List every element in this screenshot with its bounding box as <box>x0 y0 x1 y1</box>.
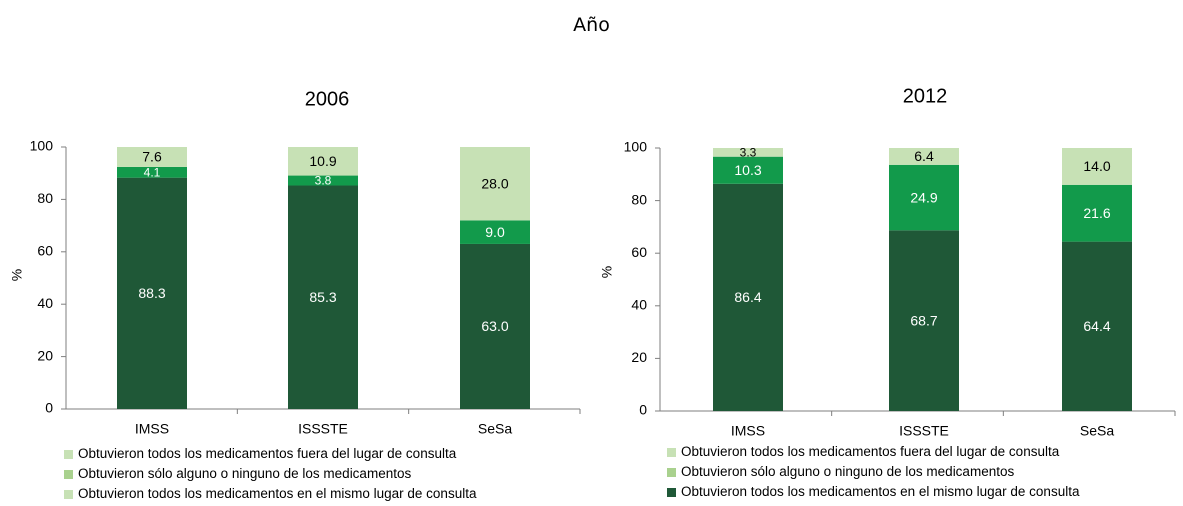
y-tick-label: 40 <box>37 295 53 311</box>
data-label-fuera: 7.6 <box>142 149 162 165</box>
data-label-mismo: 88.3 <box>138 285 165 301</box>
bar-segment-fuera <box>713 148 783 157</box>
legend-item-alguno: Obtuvieron sólo alguno o ninguno de los … <box>667 462 1079 482</box>
x-tick-label: IMSS <box>731 423 765 439</box>
chart-title: 2006 <box>305 88 350 110</box>
legend-label-alguno: Obtuvieron sólo alguno o ninguno de los … <box>78 466 412 481</box>
data-label-fuera: 28.0 <box>481 175 508 191</box>
legend-item-alguno: Obtuvieron sólo alguno o ninguno de los … <box>64 464 476 484</box>
data-label-alguno: 4.1 <box>144 165 161 179</box>
y-tick-label: 40 <box>631 297 647 313</box>
legend-swatch-alguno <box>64 469 73 479</box>
data-label-fuera: 3.3 <box>740 146 757 160</box>
legend-swatch-alguno <box>667 467 676 477</box>
chart-svg-2012: 2012% 0 20 40 60 80 100 86.4 10.3 3.3 IMSS 68.7 24.9… <box>599 85 1176 439</box>
chart-panel-2006: 2006% 0 20 40 60 80 100 88.3 4.1 7.6 IMSS 85.3 3.8 10… <box>0 0 590 506</box>
x-tick-label: ISSSTE <box>899 423 949 439</box>
legend-swatch-mismo <box>667 487 676 497</box>
x-tick-label: IMSS <box>135 421 169 437</box>
y-tick-label: 20 <box>37 347 53 363</box>
bar-segment-alguno <box>713 156 783 184</box>
bar-segment-mismo <box>713 183 783 411</box>
y-tick-label: 0 <box>639 402 647 418</box>
bar-segment-fuera <box>460 147 530 221</box>
legend-label-alguno: Obtuvieron sólo alguno o ninguno de los … <box>681 464 1015 479</box>
data-label-fuera: 6.4 <box>914 148 934 164</box>
legend-label-mismo: Obtuvieron todos los medicamentos en el … <box>681 484 1080 499</box>
legend-label-mismo: Obtuvieron todos los medicamentos en el … <box>78 486 477 501</box>
y-axis-label: % <box>9 269 25 281</box>
data-label-fuera: 10.9 <box>309 153 336 169</box>
bar-segment-alguno <box>460 220 530 244</box>
bar-segment-alguno <box>1062 184 1132 242</box>
bar-segment-alguno <box>117 166 187 178</box>
legend-swatch-fuera <box>64 449 73 459</box>
y-tick-label: 60 <box>631 244 647 260</box>
legend-2006: Obtuvieron todos los medicamentos fuera … <box>64 444 476 504</box>
x-tick-label: ISSSTE <box>298 421 348 437</box>
bar-segment-alguno <box>889 164 959 231</box>
legend-label-fuera: Obtuvieron todos los medicamentos fuera … <box>681 444 1060 459</box>
legend-label-fuera: Obtuvieron todos los medicamentos fuera … <box>78 446 457 461</box>
data-label-mismo: 63.0 <box>481 318 508 334</box>
bar-segment-mismo <box>288 185 358 409</box>
bar-segment-fuera <box>889 148 959 165</box>
data-label-alguno: 9.0 <box>485 224 505 240</box>
data-label-mismo: 64.4 <box>1083 318 1110 334</box>
legend-2012: Obtuvieron todos los medicamentos fuera … <box>667 442 1079 502</box>
legend-item-fuera: Obtuvieron todos los medicamentos fuera … <box>64 444 476 464</box>
data-label-alguno: 3.8 <box>315 174 332 188</box>
data-label-mismo: 68.7 <box>910 312 937 328</box>
legend-item-fuera: Obtuvieron todos los medicamentos fuera … <box>667 442 1079 462</box>
y-tick-label: 20 <box>631 349 647 365</box>
legend-swatch-fuera <box>667 447 676 457</box>
bar-segment-mismo <box>889 230 959 411</box>
y-tick-label: 0 <box>45 400 53 416</box>
chart-title: 2012 <box>903 85 948 107</box>
legend-swatch-mismo <box>64 489 73 499</box>
bar-segment-fuera <box>1062 148 1132 185</box>
y-tick-label: 60 <box>37 243 53 259</box>
bar-segment-fuera <box>117 147 187 167</box>
data-label-alguno: 24.9 <box>910 189 937 205</box>
x-tick-label: SeSa <box>478 421 512 437</box>
data-label-mismo: 85.3 <box>309 289 336 305</box>
bar-segment-fuera <box>288 147 358 176</box>
chart-panel-2012: 2012% 0 20 40 60 80 100 86.4 10.3 3.3 IMSS 68.7 24.9… <box>592 0 1183 506</box>
chart-svg-2006: 2006% 0 20 40 60 80 100 88.3 4.17.6 IMSS 85.3 3.8 10… <box>9 88 581 437</box>
bar-segment-alguno <box>288 175 358 186</box>
x-tick-label: SeSa <box>1080 423 1114 439</box>
y-tick-label: 100 <box>624 139 648 155</box>
data-label-mismo: 86.4 <box>734 289 761 305</box>
legend-item-mismo: Obtuvieron todos los medicamentos en el … <box>667 482 1079 502</box>
bar-segment-mismo <box>1062 241 1132 411</box>
legend-item-mismo: Obtuvieron todos los medicamentos en el … <box>64 484 476 504</box>
figure-title: Año <box>573 14 610 36</box>
data-label-fuera: 14.0 <box>1083 158 1110 174</box>
y-tick-label: 80 <box>37 190 53 206</box>
data-label-alguno: 10.3 <box>734 162 761 178</box>
bar-segment-mismo <box>460 243 530 409</box>
data-label-alguno: 21.6 <box>1083 205 1110 221</box>
y-tick-label: 80 <box>631 191 647 207</box>
y-axis-label: % <box>599 266 615 278</box>
y-tick-label: 100 <box>30 138 54 154</box>
bar-segment-mismo <box>117 177 187 409</box>
